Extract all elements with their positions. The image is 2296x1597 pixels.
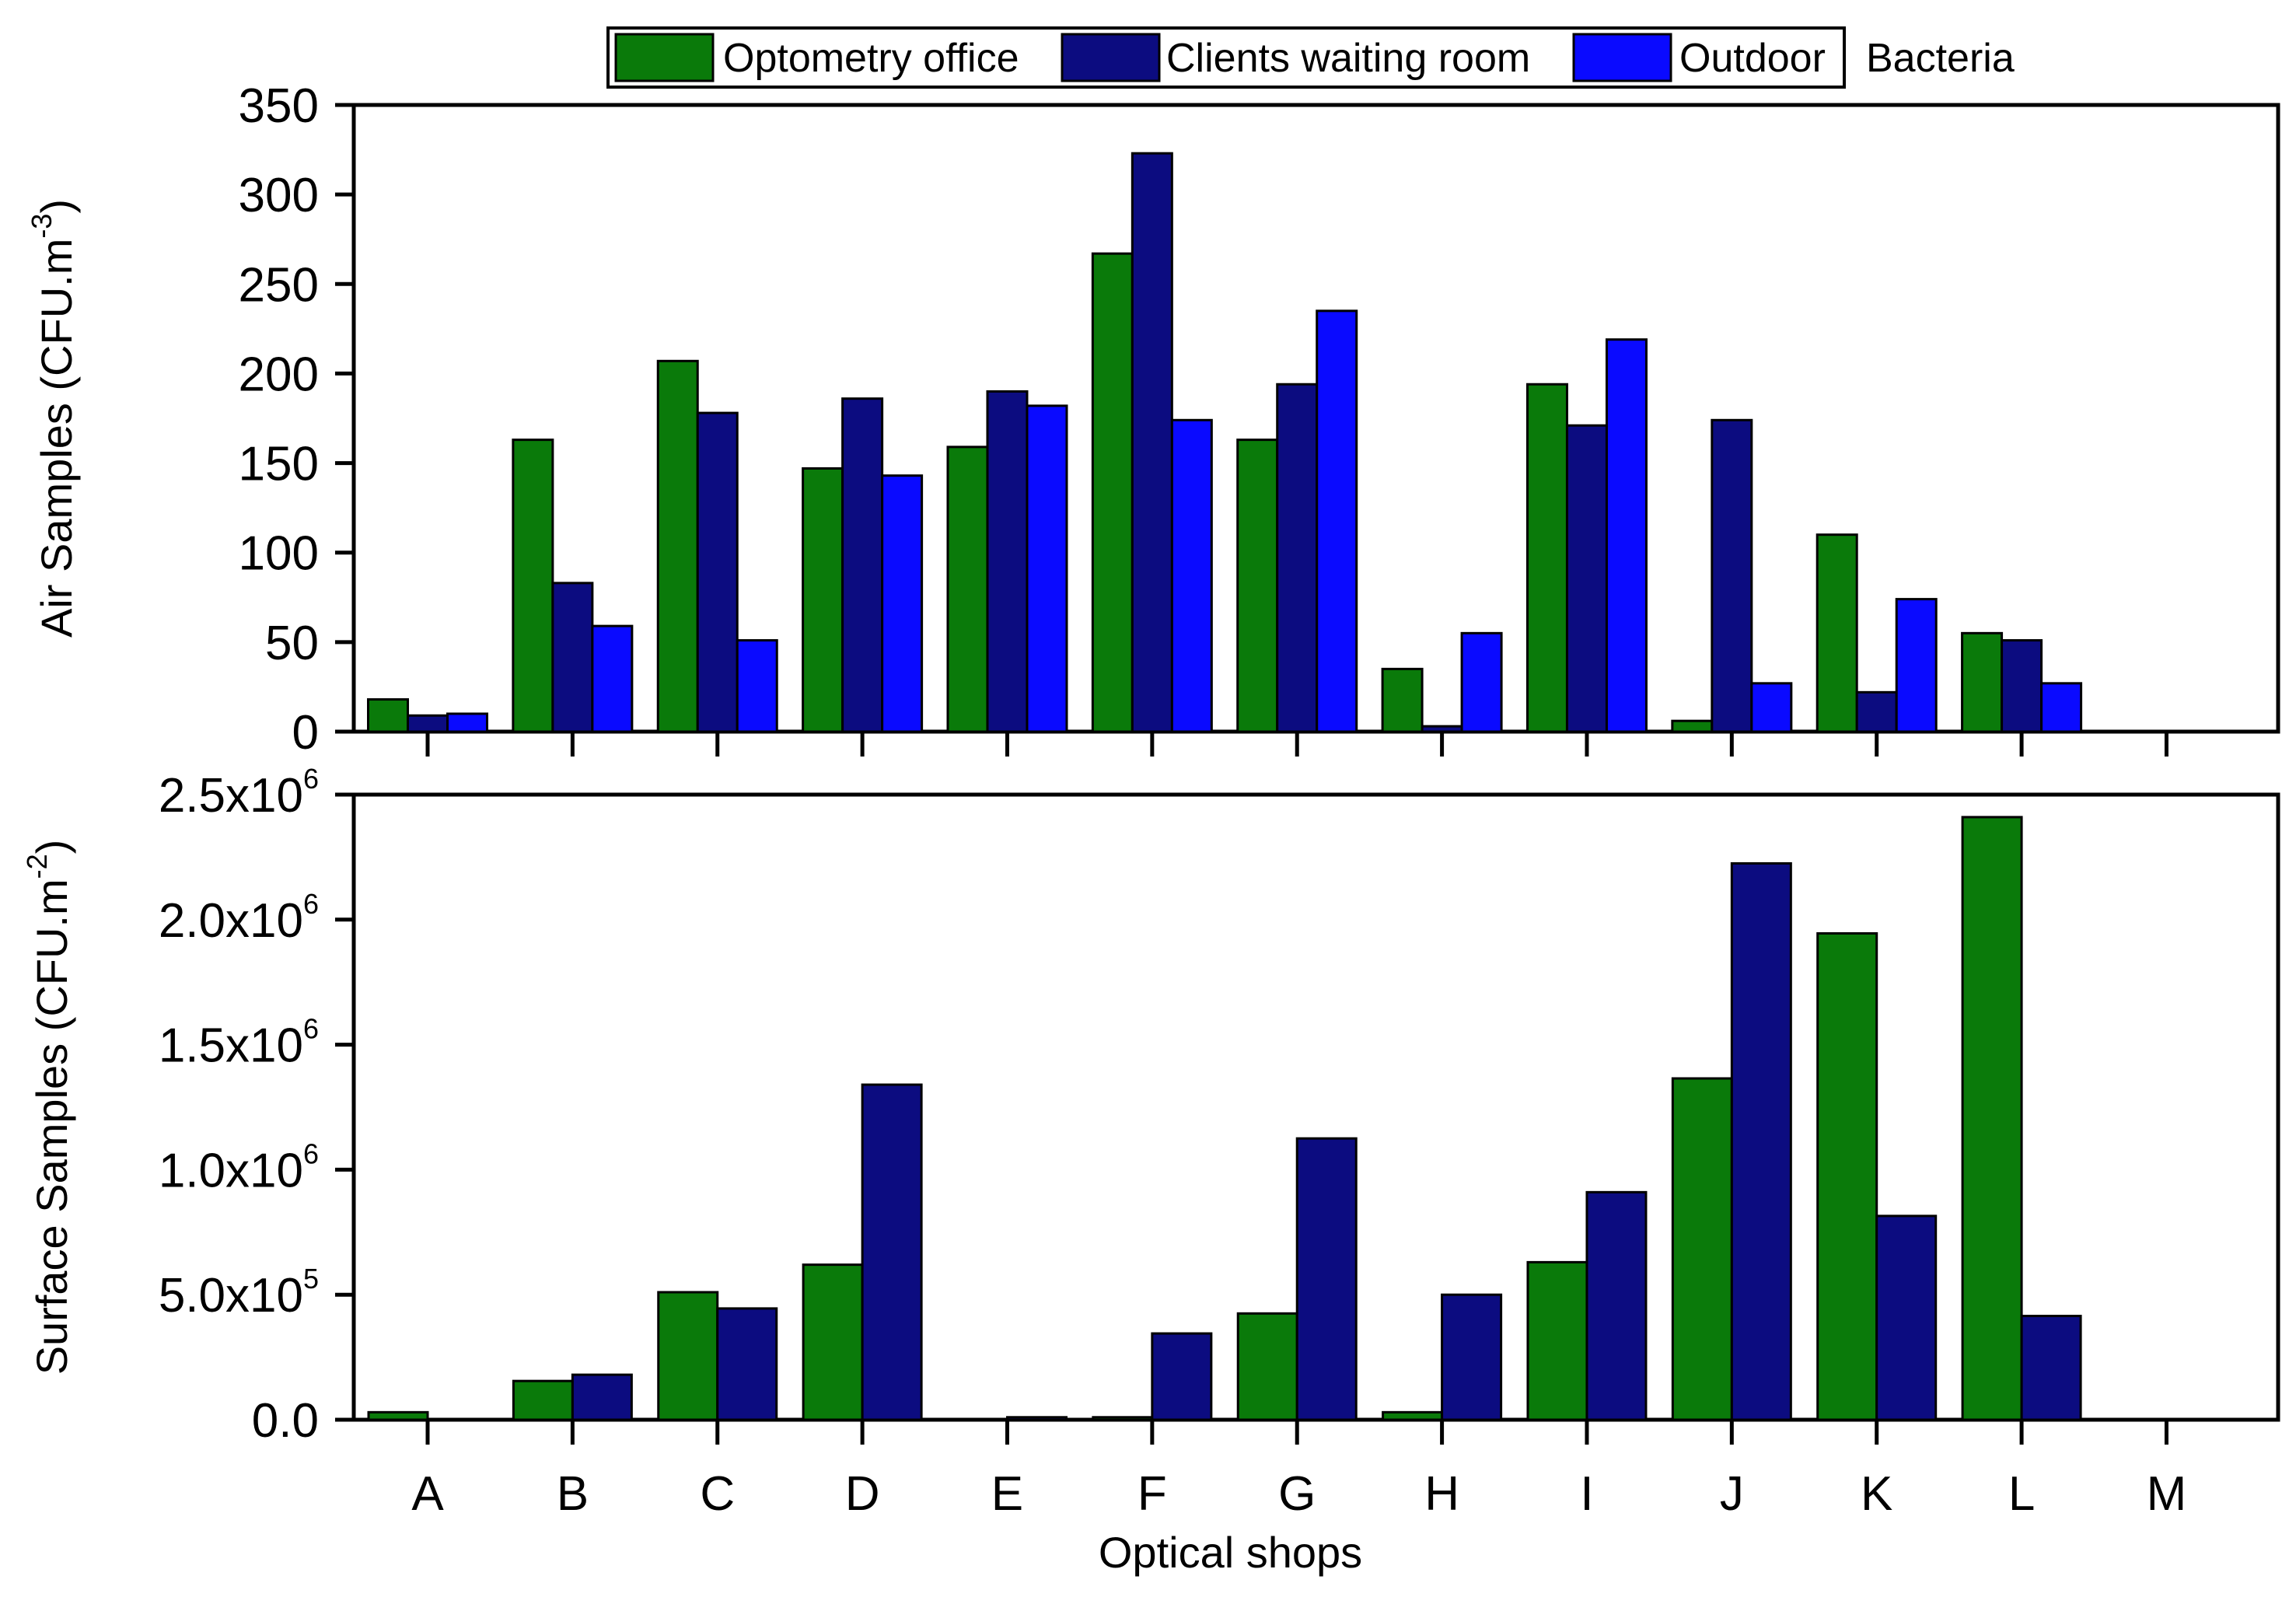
surface-y-tick-label: 0.0 — [252, 1394, 319, 1448]
air-bar-clients-waiting-room-K — [1855, 690, 1898, 733]
air-bar-clients-waiting-room-B — [551, 582, 594, 733]
surface-bar-optometry-office-L — [1961, 816, 2023, 1421]
x-axis-title: Optical shops — [1099, 1528, 1362, 1577]
air-bar-optometry-office-I — [1525, 383, 1568, 733]
legend-label-outdoor: Outdoor — [1679, 36, 1826, 81]
surface-bar-clients-waiting-room-L — [2020, 1315, 2082, 1421]
surface-bar-clients-waiting-room-E — [1005, 1416, 1068, 1421]
air-bar-optometry-office-E — [946, 446, 989, 733]
air-y-tick-label: 100 — [239, 527, 319, 581]
air-bar-clients-waiting-room-C — [696, 411, 739, 733]
surface-bar-clients-waiting-room-J — [1730, 861, 1792, 1421]
air-bar-clients-waiting-room-F — [1131, 152, 1173, 733]
air-bar-optometry-office-J — [1671, 719, 1714, 733]
legend-swatch-clients-waiting-room — [1061, 33, 1161, 82]
air-bar-clients-waiting-room-L — [2001, 639, 2043, 733]
air-bar-optometry-office-C — [656, 359, 699, 733]
surface-bar-optometry-office-F — [1092, 1416, 1154, 1421]
air-bar-clients-waiting-room-I — [1565, 424, 1608, 733]
air-bar-clients-waiting-room-A — [407, 714, 449, 733]
surface-y-tick-label: 2.5x106 — [159, 763, 319, 823]
air-bar-optometry-office-F — [1091, 252, 1134, 733]
x-category-label-K: K — [1861, 1467, 1892, 1521]
air-bar-optometry-office-K — [1815, 533, 1858, 733]
air-bar-optometry-office-H — [1381, 667, 1424, 733]
legend-swatch-outdoor — [1572, 33, 1672, 82]
air-bar-outdoor-D — [881, 474, 924, 733]
air-bar-optometry-office-L — [1961, 631, 2004, 733]
surface-y-tick-label: 1.5x106 — [159, 1013, 319, 1073]
surface-bar-optometry-office-A — [367, 1410, 429, 1421]
surface-bar-optometry-office-D — [802, 1263, 864, 1421]
air-y-tick-label: 250 — [239, 258, 319, 312]
air-y-axis-title: Air Samples (CFU.m-3) — [26, 199, 81, 638]
air-bar-optometry-office-A — [367, 698, 409, 733]
x-category-label-E: E — [991, 1467, 1023, 1521]
air-bar-clients-waiting-room-J — [1711, 418, 1753, 733]
x-category-label-H: H — [1424, 1467, 1459, 1521]
air-y-tick-label: 50 — [265, 617, 319, 670]
surface-bar-optometry-office-G — [1236, 1312, 1298, 1421]
x-category-label-M: M — [2147, 1467, 2187, 1521]
air-bar-outdoor-K — [1895, 598, 1938, 733]
x-category-label-B: B — [557, 1467, 589, 1521]
air-bar-outdoor-J — [1750, 682, 1793, 733]
x-category-label-A: A — [411, 1467, 444, 1521]
air-bar-outdoor-F — [1170, 418, 1213, 733]
legend: Optometry office Clients waiting room Outd… — [606, 26, 2015, 89]
air-bar-outdoor-G — [1316, 309, 1358, 733]
surface-bar-clients-waiting-room-D — [861, 1083, 923, 1421]
air-bar-clients-waiting-room-G — [1276, 383, 1319, 733]
surface-bar-clients-waiting-room-F — [1151, 1332, 1213, 1421]
surface-y-tick-label: 2.0x106 — [159, 888, 319, 948]
legend-label-optometry-office: Optometry office — [723, 36, 1019, 81]
surface-y-tick-label: 1.0x106 — [159, 1137, 319, 1197]
air-bar-clients-waiting-room-H — [1421, 725, 1463, 733]
air-bar-optometry-office-D — [802, 467, 844, 733]
surface-bar-clients-waiting-room-H — [1441, 1293, 1503, 1421]
x-category-label-J: J — [1720, 1467, 1744, 1521]
chart-title: Bacteria — [1866, 36, 2015, 81]
air-bar-outdoor-E — [1026, 404, 1068, 733]
air-y-tick-label: 350 — [239, 79, 319, 133]
air-y-tick-label: 300 — [239, 169, 319, 222]
air-bar-outdoor-I — [1605, 338, 1648, 733]
air-y-tick-label: 0 — [292, 706, 319, 760]
surface-bar-optometry-office-B — [512, 1379, 574, 1421]
air-bar-outdoor-A — [446, 712, 488, 733]
air-y-tick-label: 200 — [239, 348, 319, 401]
surface-bar-clients-waiting-room-B — [571, 1373, 633, 1421]
air-y-tick-label: 150 — [239, 438, 319, 491]
surface-y-axis-title: Surface Samples (CFU.m-2) — [21, 840, 76, 1375]
air-bar-clients-waiting-room-E — [986, 390, 1029, 733]
air-bar-outdoor-H — [1460, 631, 1503, 733]
air-bar-outdoor-B — [591, 624, 634, 733]
x-category-label-D: D — [845, 1467, 880, 1521]
surface-bar-optometry-office-C — [657, 1291, 719, 1421]
air-bar-outdoor-C — [736, 639, 778, 733]
air-bar-clients-waiting-room-D — [841, 397, 884, 733]
legend-swatch-optometry-office — [614, 33, 715, 82]
surface-y-tick-label: 5.0x105 — [159, 1263, 319, 1323]
air-bar-optometry-office-B — [512, 439, 554, 733]
surface-bar-optometry-office-K — [1816, 931, 1878, 1421]
x-category-label-G: G — [1278, 1467, 1316, 1521]
x-category-label-F: F — [1138, 1467, 1167, 1521]
surface-bar-clients-waiting-room-G — [1295, 1137, 1358, 1421]
surface-bar-optometry-office-J — [1671, 1077, 1733, 1421]
x-category-label-L: L — [2008, 1467, 2035, 1521]
air-bar-outdoor-L — [2040, 682, 2083, 733]
air-samples-panel: 0 50 100 150 200 250 300 350 Air Samples (CFU.m-… — [26, 79, 2280, 760]
surface-samples-panel: 0.0 5.0x105 1.0x106 1.5x106 2.0x106 2.5x106 Su… — [21, 763, 2280, 1577]
surface-bar-optometry-office-H — [1382, 1410, 1444, 1421]
x-category-label-C: C — [700, 1467, 735, 1521]
x-category-label-I: I — [1580, 1467, 1593, 1521]
legend-label-clients-waiting-room: Clients waiting room — [1166, 36, 1530, 81]
surface-bar-clients-waiting-room-I — [1585, 1190, 1648, 1421]
surface-bar-clients-waiting-room-K — [1875, 1214, 1938, 1421]
surface-bar-optometry-office-I — [1526, 1260, 1588, 1421]
surface-bar-clients-waiting-room-C — [716, 1307, 778, 1421]
air-bar-optometry-office-G — [1236, 439, 1279, 733]
